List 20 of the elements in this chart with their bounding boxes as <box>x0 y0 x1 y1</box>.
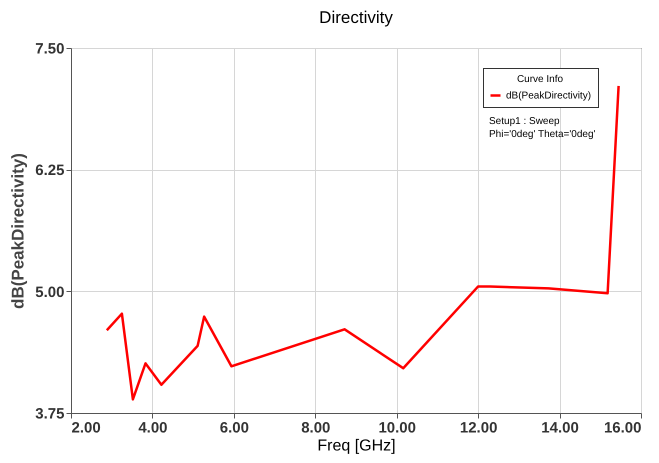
x-tick-label: 8.00 <box>301 420 330 436</box>
x-tick-label: 14.00 <box>541 420 579 436</box>
x-axis-title: Freq [GHz] <box>317 438 396 454</box>
legend-label: dB(PeakDirectivity) <box>506 90 592 102</box>
y-tick-label: 3.75 <box>35 406 64 422</box>
annotation: Setup1 : Sweep <box>489 116 560 127</box>
chart-title: Directivity <box>319 8 394 27</box>
x-tick-label: 2.00 <box>72 420 101 436</box>
annotation: Phi='0deg' Theta='0deg' <box>489 129 596 140</box>
legend-title: Curve Info <box>516 74 564 85</box>
x-tick-label: 10.00 <box>378 420 416 436</box>
x-tick-label: 12.00 <box>460 420 498 436</box>
y-tick-label: 7.50 <box>35 40 64 58</box>
line-series <box>106 84 620 401</box>
y-tick-label: 6.25 <box>35 162 64 180</box>
y-tick-label: 5.00 <box>35 284 64 301</box>
x-tick-label: 4.00 <box>138 420 168 436</box>
x-tick-label: 16.00 <box>604 420 642 436</box>
y-axis-title: dB(PeakDirectivity) <box>8 153 28 309</box>
x-tick-label: 6.00 <box>220 420 249 436</box>
